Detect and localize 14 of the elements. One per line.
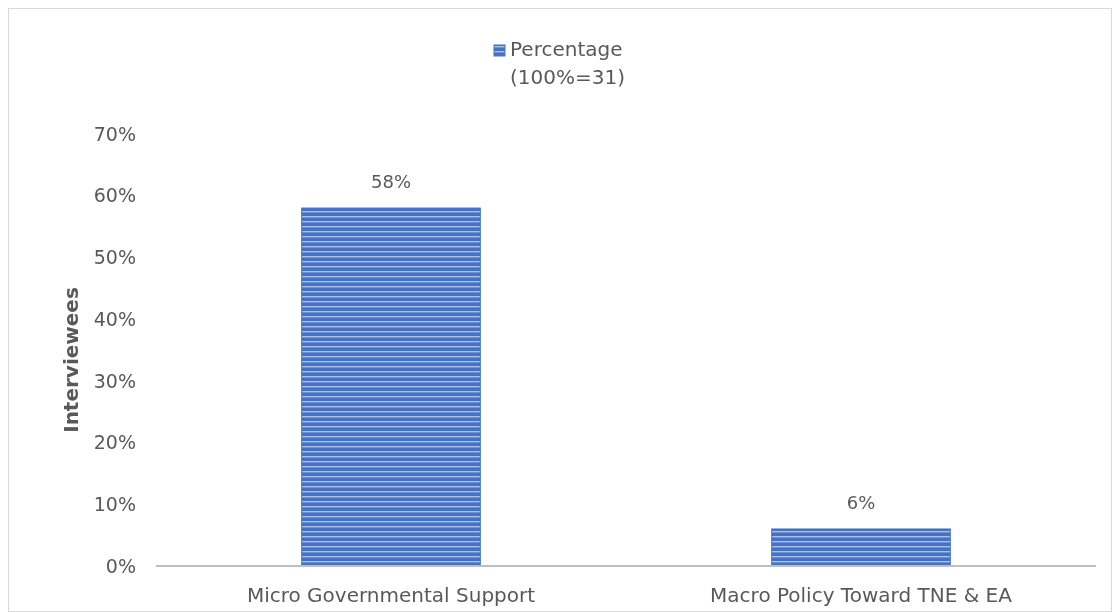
- y-tick-label: 40%: [93, 307, 136, 330]
- y-tick-label: 70%: [93, 122, 136, 145]
- data-label: 6%: [846, 491, 876, 513]
- y-tick-label: 0%: [105, 554, 136, 577]
- y-tick-label: 20%: [93, 431, 136, 454]
- y-tick-label: 10%: [93, 492, 136, 515]
- y-tick-label: 60%: [93, 184, 136, 207]
- y-tick-label: 30%: [93, 369, 136, 392]
- y-tick-label: 50%: [93, 246, 136, 269]
- x-tick-label: Macro Policy Toward TNE & EA: [710, 583, 1013, 607]
- data-label: 58%: [370, 171, 412, 193]
- y-axis-title: Interviewees: [59, 287, 83, 433]
- x-tick-label: Micro Governmental Support: [246, 583, 536, 607]
- legend-label: Percentage (100%=31): [510, 37, 625, 89]
